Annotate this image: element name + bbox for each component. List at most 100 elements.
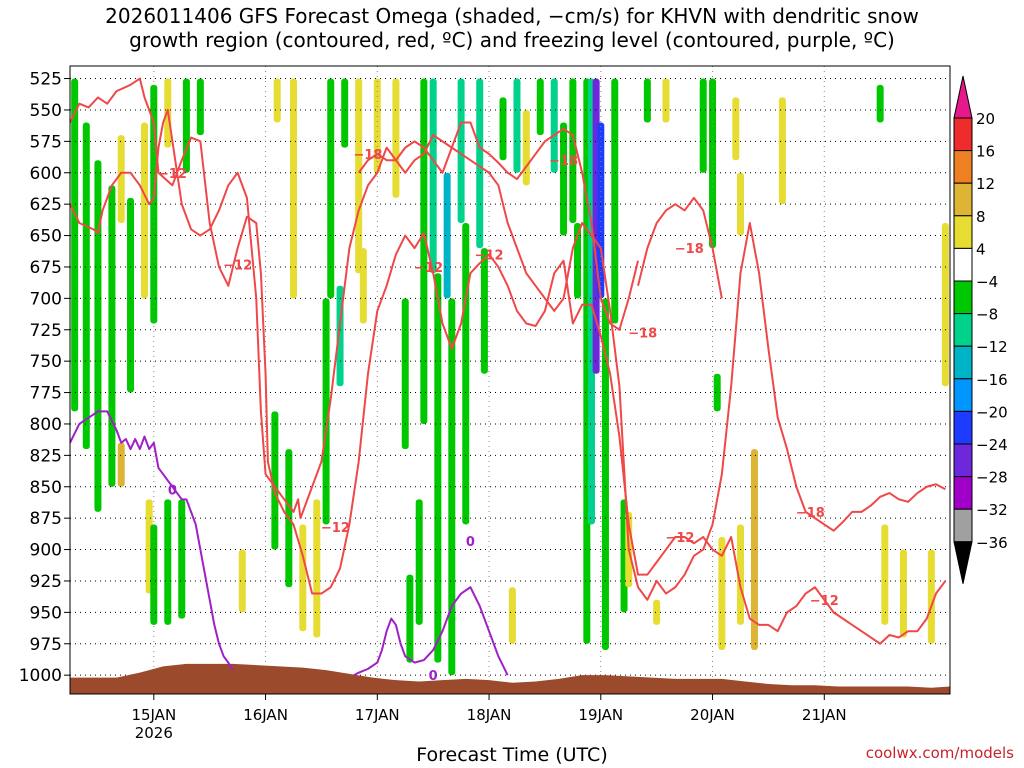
y-tick-label: 900 [30, 541, 62, 561]
omega-region [373, 78, 381, 173]
chart-title-line-2: growth region (contoured, red, ºC) and f… [129, 28, 895, 52]
contour-label: −18 [549, 154, 578, 169]
omega-region [359, 248, 367, 324]
source-credit: coolwx.com/models [865, 744, 1014, 762]
omega-region [434, 273, 442, 663]
contour-layer [70, 77, 947, 677]
y-tick-label: 775 [30, 384, 62, 404]
omega-region [778, 97, 786, 205]
contour-label: −12 [475, 248, 504, 263]
omega-region [117, 442, 125, 487]
x-tick-label: 20JAN [690, 706, 735, 724]
colorbar-label: −8 [976, 306, 998, 324]
y-tick-label: 700 [30, 289, 62, 309]
omega-region [150, 524, 158, 625]
y-tick-label: 875 [30, 509, 62, 529]
x-tick-label: 15JAN [131, 706, 176, 724]
x-tick-label: 19JAN [578, 706, 623, 724]
y-tick-label: 650 [30, 227, 62, 247]
omega-region [341, 78, 349, 148]
omega-region [750, 449, 758, 651]
omega-region [271, 411, 279, 550]
omega-region [718, 537, 726, 651]
colorbar-label: −4 [976, 273, 998, 291]
colorbar-top-arrow [953, 75, 973, 119]
colorbar-bin [953, 345, 973, 380]
y-axis: 525 550 575 600 625 650 675 700 725 750 775 800 825 8… [19, 70, 70, 686]
colorbar-label: 4 [976, 240, 986, 258]
y-tick-label: 575 [30, 132, 62, 152]
omega-region [182, 78, 190, 173]
x-tick-label: 16JAN [243, 706, 288, 724]
omega-region [392, 78, 400, 198]
contour-label: 0 [429, 669, 438, 684]
contour-label: −12 [414, 261, 443, 276]
omega-region [513, 78, 521, 173]
omega-region [415, 499, 423, 625]
colorbar-bin [953, 117, 973, 152]
colorbar-label: 8 [976, 208, 986, 226]
omega-region [401, 298, 409, 450]
omega-region [560, 122, 568, 236]
plot-frame [69, 65, 951, 695]
y-tick-label: 850 [30, 478, 62, 498]
colorbar-label: 12 [976, 175, 995, 193]
colorbar-label: −12 [976, 338, 1008, 356]
omega-region [499, 97, 507, 161]
contour-freezing-level-east [353, 586, 509, 677]
contour-label: 0 [168, 483, 177, 498]
omega-region [462, 223, 470, 525]
omega-region [653, 599, 661, 625]
omega-region [536, 78, 544, 136]
x-tick-sublabel: 2026 [135, 724, 173, 742]
y-tick-label: 550 [30, 101, 62, 121]
y-tick-label: 975 [30, 635, 62, 655]
omega-region [601, 298, 609, 651]
contour-dendritic-18-east [637, 196, 723, 299]
colorbar-bin [953, 410, 973, 445]
omega-region [662, 78, 670, 123]
contour-label: −18 [353, 148, 382, 163]
colorbar: 20 16 12 8 4 −4 −8 −12 −16 −20 −24 −28 −32 −36 [953, 75, 1008, 584]
contour-label-layer: −12 −12 −12 −18 −12 −12 −18 −18 −18 −12 −18 −12 0 0 0 [158, 148, 839, 684]
colorbar-bin [953, 476, 973, 510]
contour-freezing-level [70, 410, 234, 671]
contour-label: −12 [223, 258, 252, 273]
y-tick-label: 925 [30, 572, 62, 592]
omega-region [108, 185, 116, 487]
colorbar-bin [953, 150, 973, 184]
omega-region [420, 78, 428, 424]
colorbar-label: −32 [976, 501, 1008, 519]
omega-region [313, 499, 321, 638]
omega-region [164, 499, 172, 625]
contour-label: −18 [675, 242, 704, 257]
terrain-fill [70, 663, 950, 694]
omega-region [178, 499, 186, 619]
omega-region [643, 78, 651, 123]
omega-region [508, 587, 516, 644]
colorbar-label: 16 [976, 143, 995, 161]
omega-region [355, 78, 363, 274]
omega-region [448, 298, 456, 676]
omega-region [522, 109, 530, 186]
omega-region [443, 172, 451, 299]
y-tick-label: 600 [30, 164, 62, 184]
omega-region [876, 84, 884, 123]
y-tick-label: 525 [30, 70, 62, 90]
contour-label: −18 [628, 326, 657, 341]
colorbar-label: −28 [976, 469, 1008, 487]
y-tick-label: 800 [30, 415, 62, 435]
omega-region [941, 223, 949, 387]
omega-region [476, 78, 484, 249]
omega-region [732, 97, 740, 161]
omega-region [480, 248, 488, 374]
omega-region [709, 78, 717, 249]
omega-region [713, 373, 721, 412]
colorbar-label: −36 [976, 534, 1008, 552]
omega-region [82, 122, 90, 450]
terrain-layer [70, 663, 950, 694]
y-tick-label: 675 [30, 258, 62, 278]
x-tick-label: 21JAN [802, 706, 847, 724]
